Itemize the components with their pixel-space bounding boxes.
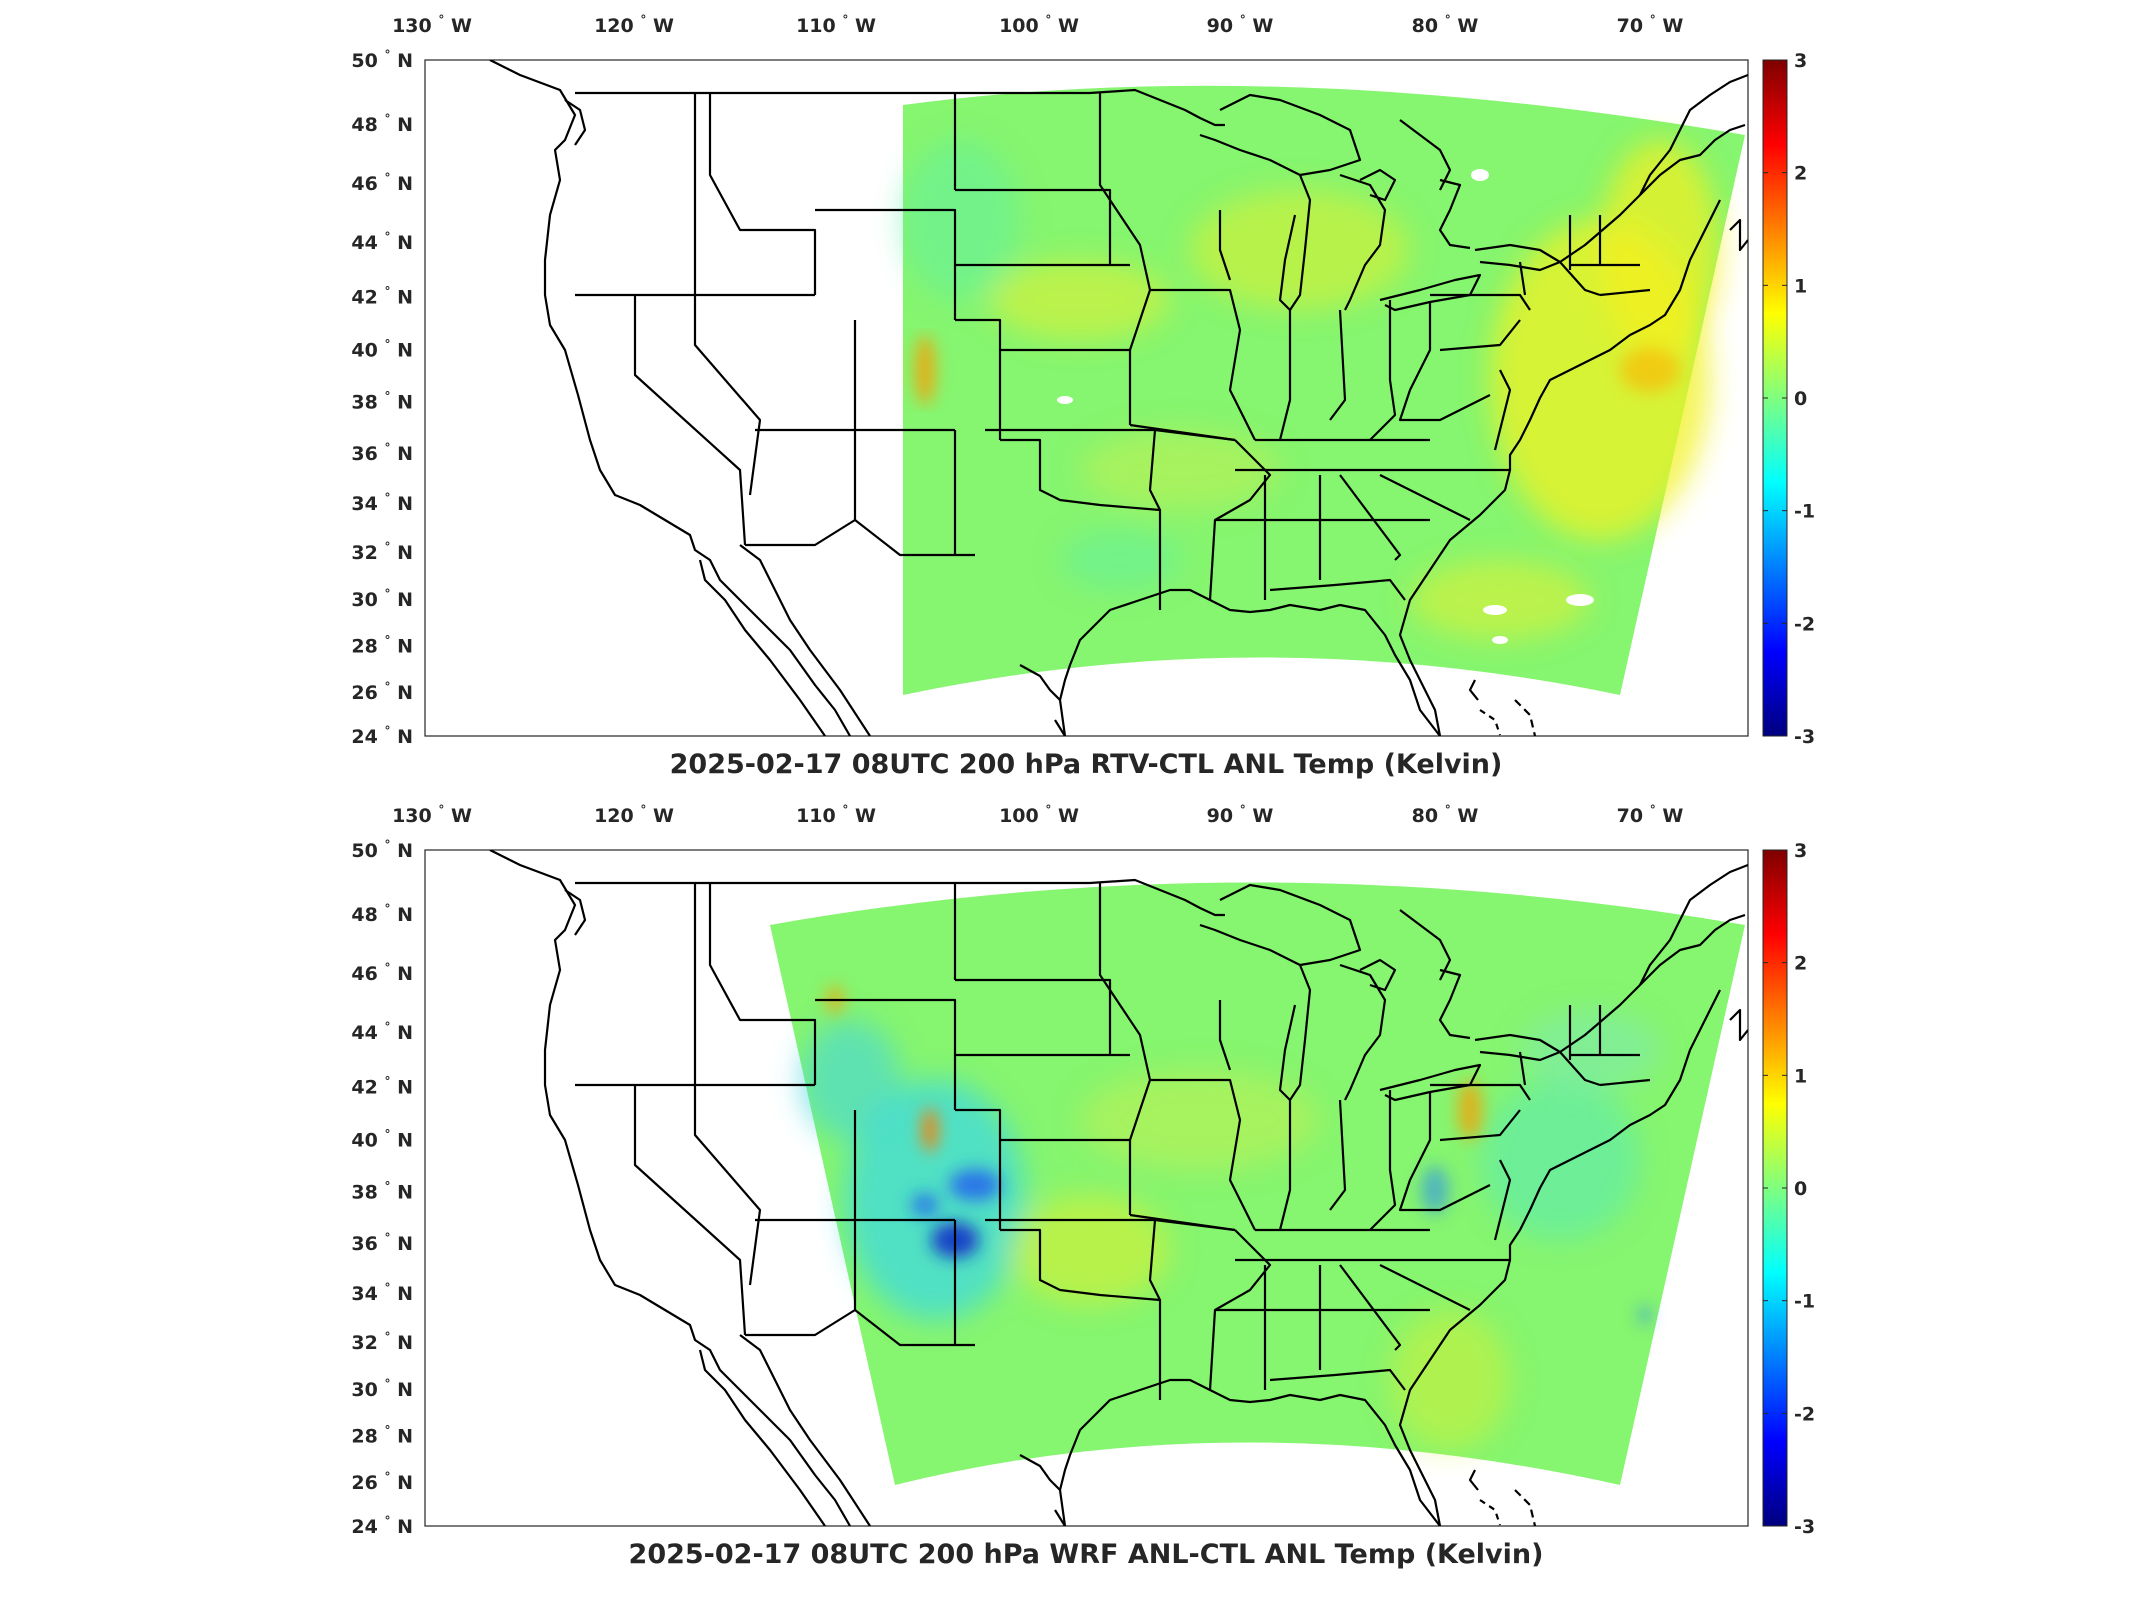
analysis-increment-field (900, 85, 1745, 695)
lon-tick-label: 120 ° W (594, 803, 674, 827)
missing-data-gaps (1057, 169, 1594, 644)
colorbars: 3 2 1 0 -1 -2 -3 3 2 1 0 -1 -2 -3 (1762, 50, 1815, 1538)
lat-tick-label: 32 ° N (351, 540, 413, 564)
lat-tick-label: 40 ° N (351, 1127, 413, 1151)
map-panel-2 (424, 849, 1749, 1527)
colorbar-tick-label: -3 (1794, 726, 1815, 748)
lon-tick-label: 110 ° W (796, 803, 876, 827)
lon-tick-label: 90 ° W (1207, 803, 1274, 827)
lat-tick-label: 34 ° N (351, 491, 413, 515)
colorbar-tick-label: 3 (1794, 840, 1807, 862)
lat-tick-label: 44 ° N (351, 230, 413, 254)
lat-tick-label: 26 ° N (351, 1470, 413, 1494)
lat-tick-label: 26 ° N (351, 680, 413, 704)
lon-tick-label: 70 ° W (1617, 13, 1684, 37)
axes-labels: 130 ° W 120 ° W 110 ° W 100 ° W 90 ° W 80 ° W… (351, 13, 1683, 1538)
analysis-increment-field (770, 882, 1745, 1485)
lon-tick-label: 80 ° W (1412, 13, 1479, 37)
lat-tick-label: 36 ° N (351, 1231, 413, 1255)
lat-tick-label: 40 ° N (351, 337, 413, 361)
field-domain (770, 882, 1745, 1485)
lon-tick-label: 100 ° W (999, 803, 1079, 827)
colorbar-tick-label: -2 (1794, 613, 1815, 635)
lat-tick-label: 42 ° N (351, 1075, 413, 1099)
lon-tick-label: 110 ° W (796, 13, 876, 37)
lat-tick-label: 48 ° N (351, 902, 413, 926)
lat-tick-label: 48 ° N (351, 112, 413, 136)
lat-tick-label: 42 ° N (351, 285, 413, 309)
lon-tick-label: 120 ° W (594, 13, 674, 37)
lon-tick-label: 80 ° W (1412, 803, 1479, 827)
titles: 2025-02-17 08UTC 200 hPa RTV-CTL ANL Tem… (629, 749, 1544, 1570)
colorbar-tick-label: 0 (1794, 388, 1807, 410)
lat-tick-label: 50 ° N (351, 838, 413, 862)
warm-spots (915, 335, 1680, 405)
map-panel-1 (424, 59, 1749, 737)
lat-tick-label: 50 ° N (351, 48, 413, 72)
lat-tick-label: 32 ° N (351, 1330, 413, 1354)
lat-tick-label: 28 ° N (351, 633, 413, 657)
lon-tick-label: 130 ° W (392, 13, 472, 37)
lat-tick-label: 46 ° N (351, 961, 413, 985)
lon-tick-label: 130 ° W (392, 803, 472, 827)
colorbar-tick-label: -3 (1794, 1516, 1815, 1538)
colorbar-tick-label: -2 (1794, 1403, 1815, 1425)
colorbar-tick-label: -1 (1794, 501, 1815, 523)
colorbar-tick-label: 2 (1794, 163, 1807, 185)
anomaly-patches (900, 140, 1720, 640)
lat-tick-label: 30 ° N (351, 1377, 413, 1401)
lat-tick-label: 38 ° N (351, 389, 413, 413)
lat-tick-label: 38 ° N (351, 1179, 413, 1203)
panel-title: 2025-02-17 08UTC 200 hPa RTV-CTL ANL Tem… (670, 749, 1503, 780)
lat-tick-label: 34 ° N (351, 1281, 413, 1305)
lat-tick-label: 24 ° N (351, 1514, 413, 1538)
colorbar-tick-label: 3 (1794, 50, 1807, 72)
cold-and-warm-spots (827, 986, 1650, 1324)
colorbar-tick-label: 0 (1794, 1178, 1807, 1200)
panel-title: 2025-02-17 08UTC 200 hPa WRF ANL-CTL ANL… (629, 1539, 1544, 1570)
lat-tick-label: 44 ° N (351, 1020, 413, 1044)
colorbar-tick-label: -1 (1794, 1291, 1815, 1313)
lat-tick-label: 36 ° N (351, 441, 413, 465)
colorbar-tick-label: 1 (1794, 275, 1807, 297)
lat-tick-label: 28 ° N (351, 1423, 413, 1447)
lat-tick-label: 24 ° N (351, 724, 413, 748)
lon-tick-label: 100 ° W (999, 13, 1079, 37)
colorbar-tick-label: 2 (1794, 953, 1807, 975)
lat-tick-label: 30 ° N (351, 587, 413, 611)
lon-tick-label: 70 ° W (1617, 803, 1684, 827)
colorbar-tick-label: 1 (1794, 1065, 1807, 1087)
lat-tick-label: 46 ° N (351, 171, 413, 195)
lon-tick-label: 90 ° W (1207, 13, 1274, 37)
